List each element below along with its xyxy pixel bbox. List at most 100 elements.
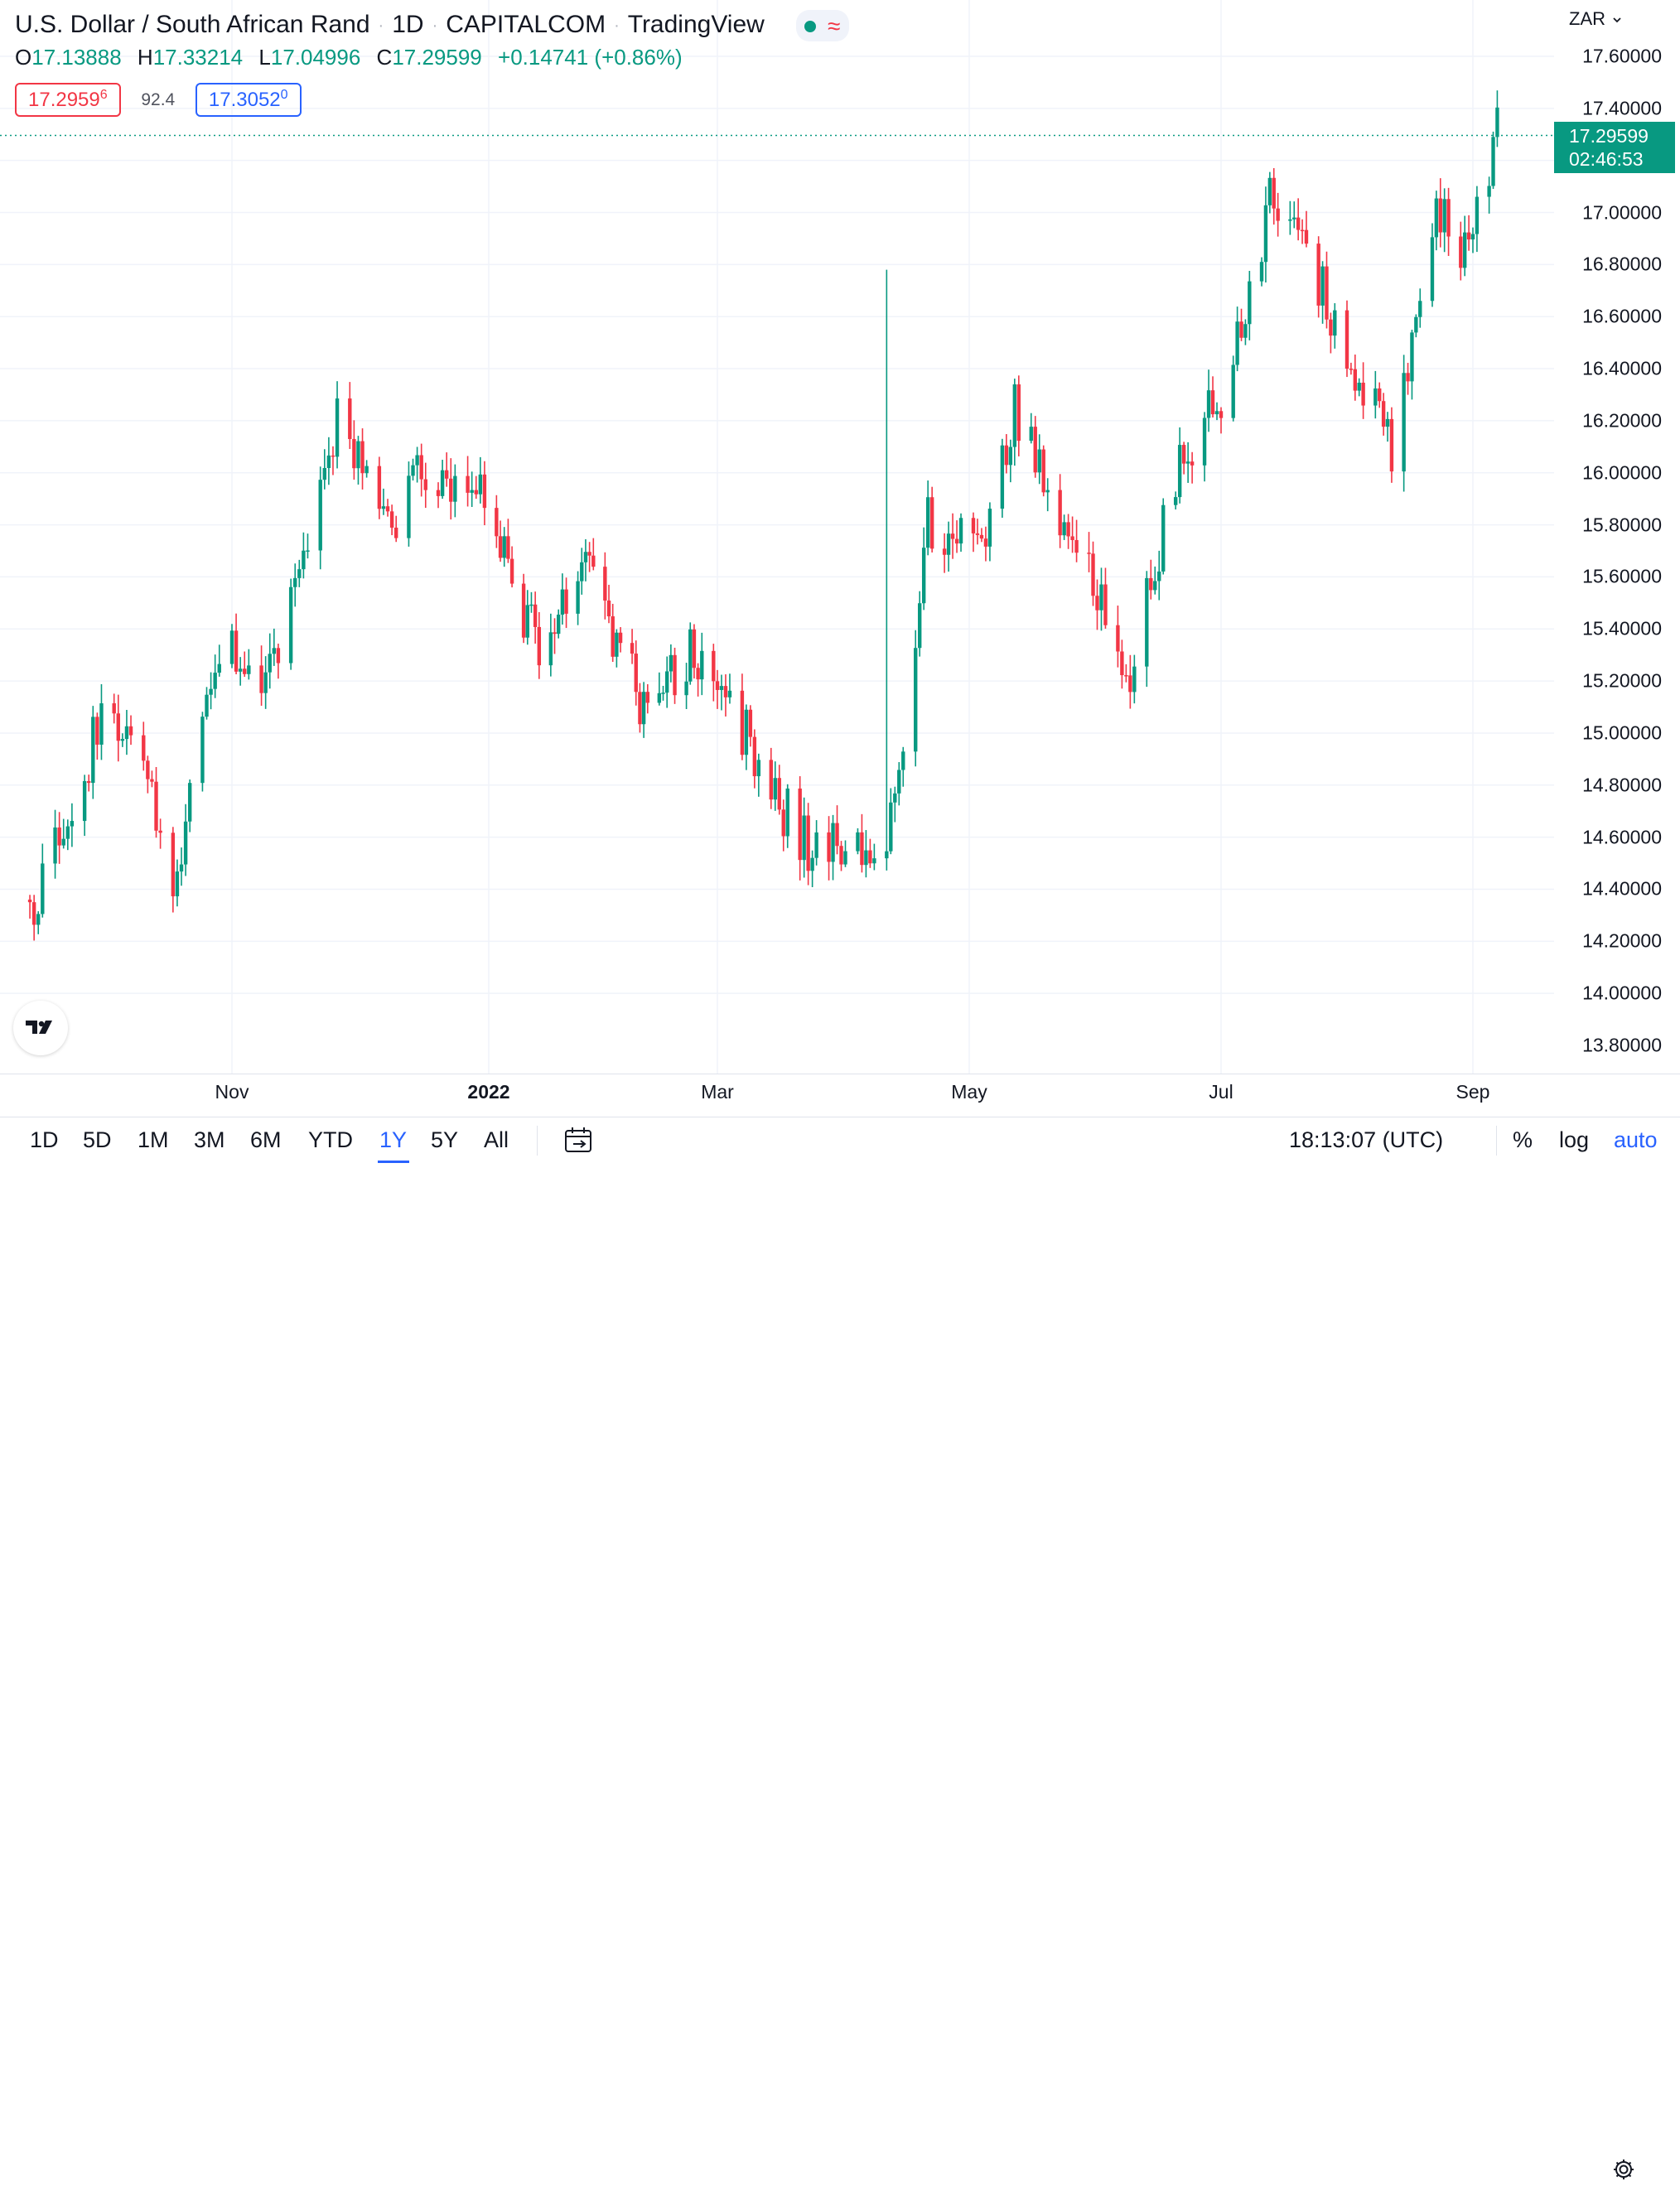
candle — [1214, 402, 1219, 421]
current-price-value: 17.29599 — [1569, 124, 1649, 147]
candle-body — [669, 654, 673, 672]
candle-body — [1389, 418, 1394, 472]
candle — [393, 515, 398, 543]
candle — [548, 613, 553, 677]
candle — [1124, 664, 1128, 683]
auto-scale-toggle[interactable]: auto — [1614, 1127, 1658, 1152]
candle-body — [1145, 577, 1149, 667]
candle-body — [70, 821, 75, 827]
candle — [65, 819, 70, 851]
log-scale-toggle[interactable]: log — [1559, 1127, 1590, 1152]
candle — [247, 649, 251, 680]
candle-body — [1116, 625, 1120, 652]
candle-body — [1272, 177, 1276, 209]
candle-body — [1378, 388, 1382, 402]
market-status-pill[interactable]: ≈ — [796, 10, 849, 41]
buy-button[interactable]: 17.30520 — [195, 83, 302, 117]
candle-body — [692, 629, 697, 668]
range-button-3m[interactable]: 3M — [194, 1127, 225, 1152]
bid-price-pip: 6 — [99, 88, 108, 102]
price-scale[interactable]: ZAR 17.60000 17.40000 17.00000 16.80000 16.6… — [1554, 0, 1680, 1074]
bar-countdown: 02:46:53 — [1569, 147, 1644, 170]
calendar-goto-icon[interactable] — [563, 1126, 593, 1158]
candle — [1470, 227, 1475, 253]
candle — [272, 628, 277, 666]
candle — [634, 640, 638, 706]
candle-body — [719, 686, 724, 690]
currency-selector[interactable]: ZAR — [1569, 8, 1622, 30]
candle-body — [529, 604, 533, 606]
candlestick-chart[interactable] — [0, 0, 1554, 1074]
candle-body — [1000, 445, 1005, 509]
interval-label[interactable]: 1D — [392, 10, 424, 38]
candle-body — [302, 550, 306, 570]
tradingview-logo-glyph — [26, 1021, 52, 1034]
candle — [684, 663, 688, 710]
symbol-name[interactable]: U.S. Dollar / South African Rand — [15, 10, 370, 38]
data-delayed-icon: ≈ — [828, 13, 841, 40]
tradingview-logo-icon[interactable] — [13, 1001, 68, 1055]
candle-body — [27, 900, 32, 903]
candle — [268, 633, 272, 689]
range-button-all[interactable]: All — [484, 1127, 509, 1152]
candle-body — [1495, 107, 1499, 138]
candle — [831, 814, 835, 881]
candle — [1267, 171, 1272, 214]
candle — [322, 449, 327, 490]
candle — [436, 482, 441, 509]
percent-scale-toggle[interactable]: % — [1513, 1127, 1533, 1152]
candle-body — [1219, 411, 1224, 418]
candle-body — [1361, 382, 1365, 406]
range-button-6m[interactable]: 6M — [250, 1127, 282, 1152]
time-axis[interactable]: Nov 2022 Mar May Jul Sep — [0, 1074, 1680, 2179]
candles — [27, 90, 1499, 941]
candle-body — [482, 474, 487, 509]
range-button-1m[interactable]: 1M — [138, 1127, 169, 1152]
candle-body — [802, 815, 806, 861]
candle — [723, 674, 728, 717]
candle-body — [553, 632, 557, 635]
candle-body — [1259, 262, 1264, 282]
range-button-5y[interactable]: 5Y — [431, 1127, 459, 1152]
candle-body — [1045, 490, 1050, 493]
candle — [1381, 393, 1386, 436]
range-button-ytd[interactable]: YTD — [308, 1127, 353, 1152]
candle — [1446, 187, 1451, 256]
legend-separator: · — [614, 16, 620, 35]
candle — [901, 746, 905, 787]
range-button-5d[interactable]: 5D — [83, 1127, 112, 1152]
candle — [1000, 438, 1005, 519]
candle — [1066, 514, 1070, 549]
candle-body — [587, 552, 591, 556]
candle — [521, 573, 526, 644]
candle — [1414, 314, 1418, 338]
candle-body — [453, 475, 457, 502]
candle-body — [377, 466, 382, 509]
price-scale-label: 16.40000 — [1582, 357, 1662, 379]
candle — [983, 526, 988, 562]
price-scale-label: 15.80000 — [1582, 514, 1662, 536]
candle-body — [288, 586, 293, 664]
candle-body — [1029, 427, 1033, 442]
candle-body — [87, 780, 91, 784]
candle-body — [444, 470, 449, 479]
candle-body — [57, 827, 61, 846]
candle — [587, 542, 591, 572]
chart-pane[interactable]: U.S. Dollar / South African Rand · 1D · CAPI… — [0, 0, 1554, 1074]
candle-body — [1095, 596, 1099, 610]
candle-body — [31, 902, 36, 925]
candle — [1037, 434, 1041, 485]
candle-body — [1300, 229, 1305, 232]
utc-clock[interactable]: 18:13:07 (UTC) — [1289, 1127, 1444, 1152]
candle — [112, 693, 116, 724]
range-button-1d[interactable]: 1D — [30, 1127, 59, 1152]
candle — [591, 538, 596, 571]
chart-legend: U.S. Dollar / South African Rand · 1D · CAPI… — [15, 10, 849, 41]
candle — [657, 672, 662, 706]
candle — [1329, 312, 1333, 354]
sell-button[interactable]: 17.29596 — [15, 83, 121, 117]
candle — [1190, 451, 1195, 484]
range-button-1y[interactable]: 1Y — [379, 1127, 408, 1152]
candle-body — [827, 832, 831, 862]
gear-icon[interactable] — [1602, 2148, 1645, 2191]
